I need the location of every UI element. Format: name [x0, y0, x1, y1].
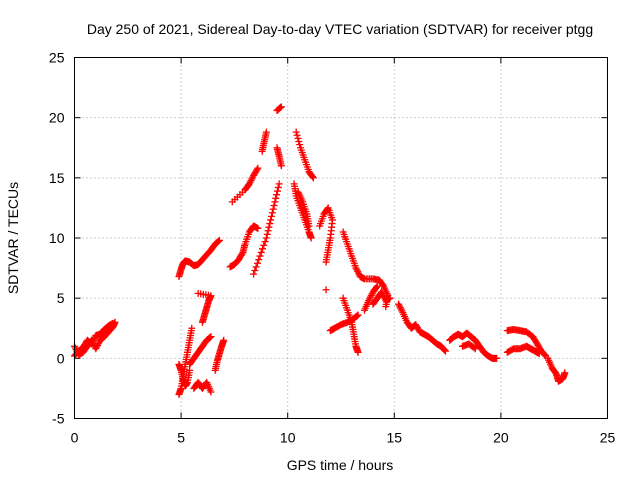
data-point-marker — [322, 286, 330, 294]
data-point-marker — [220, 336, 228, 344]
data-point-marker — [354, 311, 362, 319]
data-point-marker — [561, 369, 569, 377]
data-point-marker — [274, 183, 282, 191]
data-point-marker — [238, 250, 246, 258]
x-tick-label: 25 — [600, 430, 616, 446]
data-point-marker — [267, 216, 275, 224]
data-point-marker — [541, 351, 549, 359]
data-point-marker — [194, 289, 202, 297]
y-tick-label: 25 — [49, 50, 65, 66]
data-point-marker — [382, 303, 390, 311]
data-point-marker — [535, 350, 543, 358]
data-point-marker — [470, 344, 478, 352]
data-point-marker — [260, 241, 268, 249]
data-point-marker — [471, 345, 479, 353]
x-tick-label: 5 — [177, 430, 185, 446]
data-point-marker — [266, 220, 274, 228]
data-point-marker — [354, 348, 362, 356]
data-point-marker — [109, 319, 117, 327]
data-point-marker — [252, 263, 260, 271]
data-point-marker — [386, 294, 394, 302]
data-point-marker — [261, 238, 269, 246]
data-point-marker — [273, 191, 281, 199]
data-point-marker — [254, 164, 262, 172]
data-point-marker — [353, 312, 361, 320]
data-point-marker — [267, 212, 275, 220]
data-point-marker — [305, 222, 313, 230]
data-point-marker — [188, 324, 196, 332]
data-point-marker — [263, 230, 271, 238]
data-point-marker — [272, 194, 280, 202]
data-point-marker — [294, 134, 302, 142]
data-point-marker — [206, 333, 214, 341]
data-point-marker — [322, 258, 330, 266]
data-point-marker — [250, 270, 258, 278]
y-tick-label: 5 — [57, 290, 65, 306]
data-point-marker — [307, 234, 315, 242]
y-tick-label: 0 — [57, 350, 65, 366]
x-tick-label: 0 — [71, 430, 79, 446]
y-tick-label: -5 — [52, 411, 65, 427]
data-points — [71, 103, 569, 398]
data-point-marker — [215, 236, 223, 244]
data-point-marker — [441, 346, 449, 354]
data-point-marker — [271, 198, 279, 206]
data-point-marker — [295, 137, 303, 145]
y-tick-label: 15 — [49, 170, 65, 186]
x-tick-label: 20 — [493, 430, 509, 446]
data-point-marker — [268, 209, 276, 217]
data-point-marker — [262, 128, 270, 136]
data-point-marker — [276, 104, 284, 112]
data-point-marker — [265, 223, 273, 231]
data-point-marker — [273, 187, 281, 195]
data-point-marker — [253, 166, 261, 174]
data-point-marker — [256, 252, 264, 260]
data-point-marker — [270, 202, 278, 210]
data-point-marker — [255, 256, 263, 264]
data-point-marker — [215, 237, 223, 245]
data-point-marker — [253, 259, 261, 267]
data-point-marker — [207, 333, 215, 341]
data-point-marker — [269, 205, 277, 213]
grid — [74, 57, 608, 419]
data-point-marker — [186, 366, 194, 374]
x-tick-label: 10 — [280, 430, 296, 446]
data-point-marker — [372, 283, 380, 291]
y-axis-label: SDTVAR / TECUs — [5, 182, 21, 294]
x-tick-label: 15 — [387, 430, 403, 446]
data-point-marker — [296, 141, 304, 149]
axis-ticks: 0 5 10 15 20 25 -5 0 5 10 15 20 25 — [49, 50, 616, 446]
data-point-marker — [292, 128, 300, 136]
chart-title: Day 250 of 2021, Sidereal Day-to-day VTE… — [87, 21, 593, 37]
data-point-marker — [277, 162, 285, 170]
x-axis-label: GPS time / hours — [287, 457, 394, 473]
data-point-marker — [257, 248, 265, 256]
data-point-marker — [277, 103, 285, 111]
data-point-marker — [373, 282, 381, 290]
data-point-marker — [493, 354, 501, 362]
data-point-marker — [251, 266, 259, 274]
data-point-marker — [275, 180, 283, 188]
data-point-marker — [259, 245, 267, 253]
data-point-marker — [441, 347, 449, 355]
y-tick-label: 10 — [49, 230, 65, 246]
data-point-marker — [293, 131, 301, 139]
data-point-marker — [308, 173, 316, 181]
plot-frame — [74, 57, 608, 419]
data-point-marker — [309, 174, 317, 182]
y-tick-label: 20 — [49, 110, 65, 126]
data-point-marker — [254, 224, 262, 232]
data-point-marker — [207, 388, 215, 396]
data-point-marker — [264, 227, 272, 235]
data-point-marker — [262, 234, 270, 242]
